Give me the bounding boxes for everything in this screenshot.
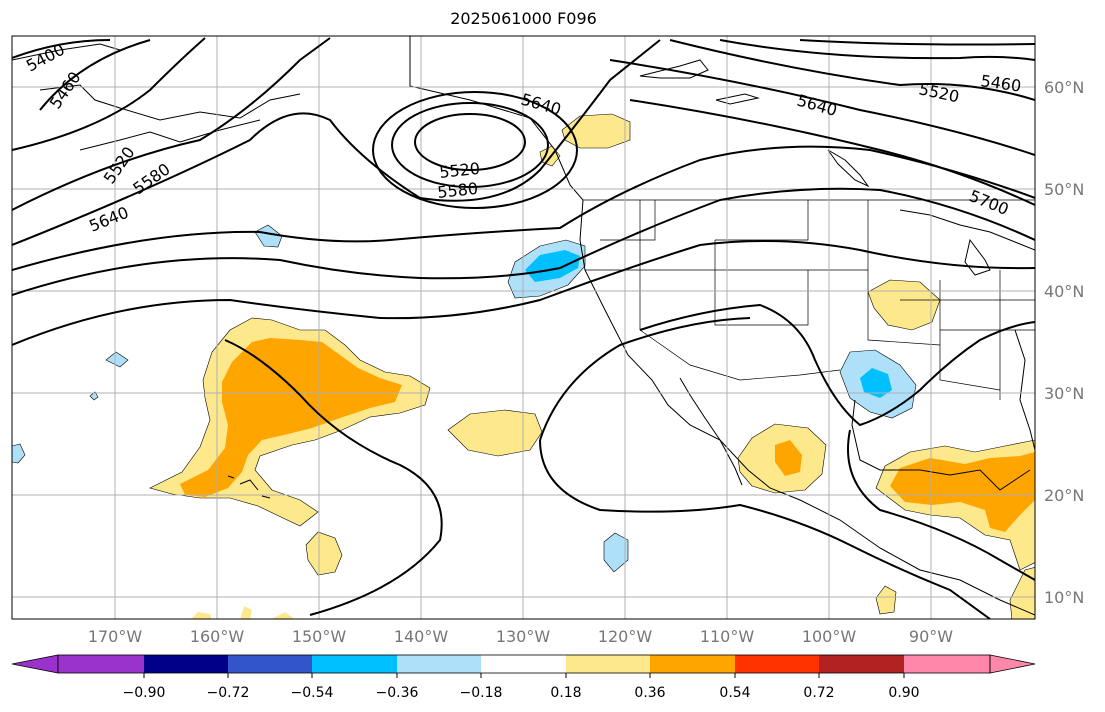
colorbar-swatch xyxy=(481,655,566,673)
contour-label: 5640 xyxy=(795,91,839,120)
colorbar-high-extension xyxy=(989,654,1036,674)
colorbar-label: 0.54 xyxy=(719,685,750,701)
lat-label: 10°N xyxy=(1044,588,1084,607)
positive-anomaly-region xyxy=(875,585,897,615)
contour-label: 5400 xyxy=(23,40,68,76)
latitude-labels: 60°N 50°N 40°N 30°N 20°N 10°N xyxy=(1044,78,1084,607)
anomaly-shading xyxy=(12,113,1035,619)
lat-label: 30°N xyxy=(1044,384,1084,403)
contour-label: 5520 xyxy=(438,159,480,182)
lon-label: 170°W xyxy=(88,627,143,646)
contour-label: 5580 xyxy=(436,179,478,202)
colorbar-label: −0.54 xyxy=(291,685,334,701)
colorbar-label: −0.90 xyxy=(123,685,166,701)
colorbar-swatch xyxy=(312,655,397,673)
lon-label: 120°W xyxy=(598,627,653,646)
lon-label: 130°W xyxy=(496,627,551,646)
lon-label: 90°W xyxy=(909,627,953,646)
positive-anomaly-region xyxy=(867,279,941,331)
lon-label: 150°W xyxy=(292,627,347,646)
colorbar-label: 0.36 xyxy=(634,685,665,701)
positive-anomaly-region xyxy=(305,531,343,576)
map-area: 5400 5460 5520 5580 5640 5520 5580 5640 … xyxy=(12,36,1035,619)
state-borders xyxy=(583,199,1035,400)
positive-anomaly-region xyxy=(561,113,631,149)
lon-label: 100°W xyxy=(802,627,857,646)
graticule xyxy=(12,36,1035,619)
positive-anomaly-core xyxy=(775,440,802,476)
colorbar-swatch xyxy=(819,655,904,673)
lat-label: 60°N xyxy=(1044,78,1084,97)
colorbar-label: −0.72 xyxy=(207,685,250,701)
positive-anomaly-core xyxy=(180,338,402,497)
colorbar-swatch xyxy=(904,655,990,673)
colorbar-low-extension xyxy=(11,654,59,674)
lon-label: 110°W xyxy=(700,627,755,646)
longitude-labels: 170°W 160°W 150°W 140°W 130°W 120°W 110°… xyxy=(88,627,953,646)
colorbar-label: −0.36 xyxy=(376,685,419,701)
colorbar-swatch xyxy=(228,655,312,673)
lon-label: 140°W xyxy=(394,627,449,646)
positive-anomaly-region xyxy=(1009,567,1035,619)
colorbar-swatch xyxy=(566,655,650,673)
lat-label: 20°N xyxy=(1044,486,1084,505)
colorbar-label: 0.72 xyxy=(803,685,834,701)
height-contours xyxy=(12,37,1035,619)
negative-anomaly-region xyxy=(12,443,26,464)
colorbar-swatch xyxy=(58,655,144,673)
contour-label: 5460 xyxy=(46,68,85,112)
negative-anomaly-region xyxy=(603,532,629,573)
lat-label: 50°N xyxy=(1044,180,1084,199)
colorbar-label: 0.18 xyxy=(550,685,581,701)
lat-label: 40°N xyxy=(1044,282,1084,301)
colorbar-frame xyxy=(57,654,991,674)
colorbar-swatch xyxy=(397,655,481,673)
colorbar-swatch xyxy=(650,655,735,673)
contour-label: 5640 xyxy=(86,203,131,236)
negative-anomaly-core xyxy=(860,368,892,398)
contour-label: 5580 xyxy=(129,159,173,198)
map-frame xyxy=(11,35,1036,620)
chart-title: 2025061000 F096 xyxy=(450,9,597,28)
colorbar-swatch xyxy=(144,655,228,673)
colorbar-swatch xyxy=(735,655,819,673)
positive-anomaly-core xyxy=(890,452,1035,532)
negative-anomaly-core xyxy=(525,250,580,282)
contour-label: 5460 xyxy=(979,71,1022,95)
positive-anomaly-region xyxy=(191,606,295,619)
lon-label: 160°W xyxy=(190,627,245,646)
negative-anomaly-region xyxy=(254,224,283,248)
colorbar-label: −0.18 xyxy=(460,685,503,701)
negative-anomaly-region xyxy=(105,351,129,368)
contour-label: 5520 xyxy=(917,79,961,106)
colorbar: −0.90 −0.72 −0.54 −0.36 −0.18 0.18 0.36 … xyxy=(11,654,1036,701)
positive-anomaly-region xyxy=(447,409,543,457)
colorbar-label: 0.90 xyxy=(888,685,919,701)
colorbar-ticks xyxy=(143,673,905,678)
